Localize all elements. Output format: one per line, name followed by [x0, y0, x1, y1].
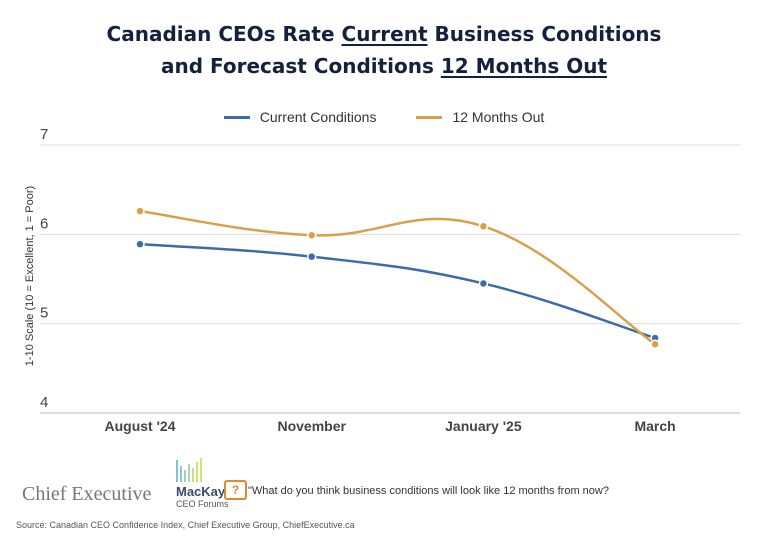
y-tick-label: 6	[40, 215, 48, 232]
x-tick-label: January '25	[445, 418, 522, 434]
legend-label: 12 Months Out	[452, 109, 545, 125]
x-tick-label: March	[634, 418, 675, 434]
series-line	[139, 242, 656, 340]
mackay-bars-icon	[176, 458, 229, 482]
chief-executive-logo: Chief Executive	[22, 483, 152, 505]
survey-question: "What do you think business conditions w…	[248, 485, 609, 497]
data-point	[306, 230, 317, 240]
series-line	[139, 209, 656, 346]
data-point	[478, 221, 489, 232]
title-underlined: 12 Months Out	[440, 54, 608, 78]
title-text: Business Conditions	[427, 22, 662, 46]
y-tick-label: 4	[40, 394, 48, 411]
title-text: Canadian CEOs Rate	[106, 22, 342, 46]
y-tick-label: 5	[40, 305, 48, 322]
legend-label: Current Conditions	[259, 109, 377, 125]
legend: Current Conditions 12 Months Out	[0, 109, 768, 125]
data-point	[306, 251, 317, 262]
x-tick-label: August '24	[104, 418, 175, 434]
mackay-name: MacKay	[176, 484, 226, 499]
title-text: and Forecast Conditions	[160, 54, 441, 78]
legend-swatch	[416, 115, 443, 119]
data-point	[478, 278, 489, 289]
x-tick-label: November	[277, 418, 346, 434]
chart-title: Canadian CEOs Rate Current Business Cond…	[0, 18, 768, 82]
legend-item: 12 Months Out	[416, 109, 544, 125]
data-point	[650, 339, 660, 349]
question-bubble-icon: ?	[224, 480, 247, 500]
data-point	[135, 206, 145, 216]
source-note: Source: Canadian CEO Confidence Index, C…	[16, 520, 355, 530]
title-underlined: Current	[341, 22, 428, 46]
legend-swatch	[223, 115, 250, 119]
legend-item: Current Conditions	[223, 109, 377, 125]
y-tick-label: 7	[40, 126, 48, 143]
mackay-logo: MacKay CEO Forums	[176, 458, 229, 509]
data-point	[135, 239, 145, 249]
mackay-sub: CEO Forums	[176, 499, 229, 509]
